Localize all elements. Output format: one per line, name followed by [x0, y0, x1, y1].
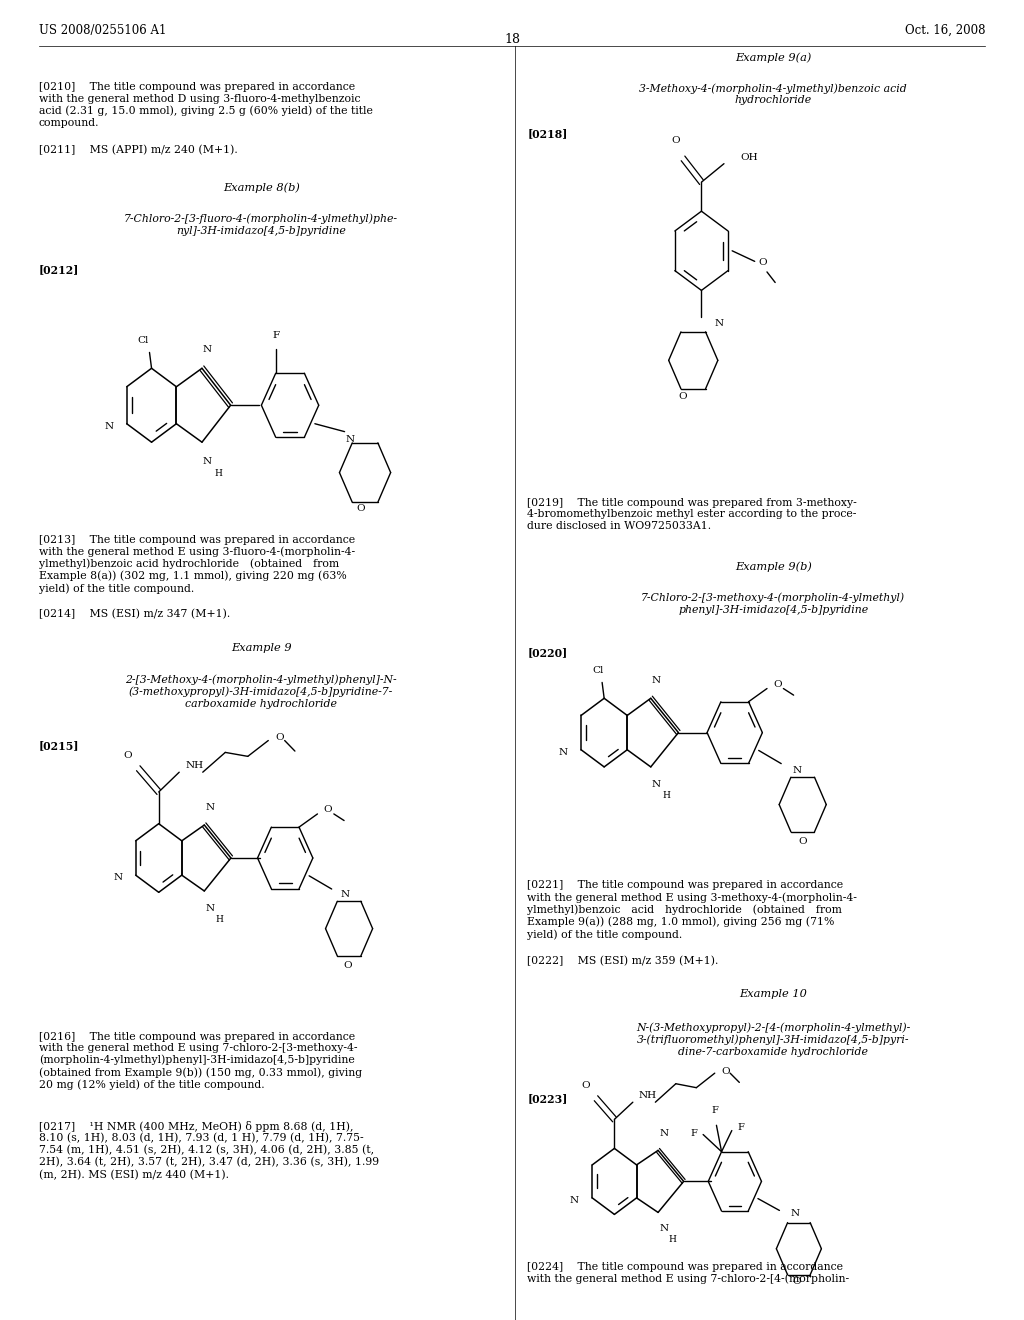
Text: Cl: Cl: [137, 335, 150, 345]
Text: O: O: [793, 1278, 801, 1286]
Text: [0221]  The title compound was prepared in accordance
with the general method E : [0221] The title compound was prepared i…: [527, 880, 857, 940]
Text: F: F: [711, 1106, 718, 1114]
Text: [0224]  The title compound was prepared in accordance
with the general method E : [0224] The title compound was prepared i…: [527, 1262, 850, 1284]
Text: Example 10: Example 10: [739, 990, 807, 999]
Text: H: H: [669, 1236, 676, 1243]
Text: F: F: [272, 331, 280, 341]
Text: [0211]  MS (APPI) m/z 240 (M+1).: [0211] MS (APPI) m/z 240 (M+1).: [39, 145, 238, 156]
Text: [0220]: [0220]: [527, 647, 567, 657]
Text: N: N: [793, 766, 802, 775]
Text: O: O: [356, 504, 366, 512]
Text: O: O: [799, 837, 807, 846]
Text: [0217]  ¹H NMR (400 MHz, MeOH) δ ppm 8.68 (d, 1H),
8.10 (s, 1H), 8.03 (d, 1H), 7: [0217] ¹H NMR (400 MHz, MeOH) δ ppm 8.68…: [39, 1121, 379, 1180]
Text: N: N: [114, 874, 122, 882]
Text: 7-Chloro-2-[3-methoxy-4-(morpholin-4-ylmethyl)
phenyl]-3H-imidazo[4,5-b]pyridine: 7-Chloro-2-[3-methoxy-4-(morpholin-4-ylm…: [641, 593, 905, 615]
Text: [0219]  The title compound was prepared from 3-methoxy-
4-bromomethylbenzoic met: [0219] The title compound was prepared f…: [527, 498, 857, 531]
Text: [0216]  The title compound was prepared in accordance
with the general method E : [0216] The title compound was prepared i…: [39, 1032, 362, 1090]
Text: O: O: [672, 136, 680, 145]
Text: F: F: [737, 1123, 743, 1133]
Text: H: H: [214, 469, 222, 478]
Text: N: N: [652, 780, 660, 789]
Text: Oct. 16, 2008: Oct. 16, 2008: [904, 24, 985, 37]
Text: NH: NH: [639, 1092, 657, 1100]
Text: O: O: [124, 751, 132, 760]
Text: 2-[3-Methoxy-4-(morpholin-4-ylmethyl)phenyl]-N-
(3-methoxypropyl)-3H-imidazo[4,5: 2-[3-Methoxy-4-(morpholin-4-ylmethyl)phe…: [125, 675, 397, 709]
Text: N: N: [104, 422, 114, 430]
Text: H: H: [216, 915, 223, 924]
Text: N: N: [569, 1196, 579, 1205]
Text: OH: OH: [740, 153, 758, 161]
Text: US 2008/0255106 A1: US 2008/0255106 A1: [39, 24, 166, 37]
Text: O: O: [759, 259, 767, 267]
Text: O: O: [721, 1068, 729, 1076]
Text: O: O: [324, 805, 332, 814]
Text: 18: 18: [504, 33, 520, 46]
Text: [0222]  MS (ESI) m/z 359 (M+1).: [0222] MS (ESI) m/z 359 (M+1).: [527, 956, 719, 966]
Text: O: O: [582, 1081, 590, 1090]
Text: [0213]  The title compound was prepared in accordance
with the general method E : [0213] The title compound was prepared i…: [39, 535, 355, 594]
Text: [0218]: [0218]: [527, 128, 567, 139]
Text: O: O: [773, 680, 781, 689]
Text: 3-Methoxy-4-(morpholin-4-ylmethyl)benzoic acid
hydrochloride: 3-Methoxy-4-(morpholin-4-ylmethyl)benzoi…: [639, 83, 907, 106]
Text: Cl: Cl: [592, 665, 604, 675]
Text: O: O: [344, 961, 352, 970]
Text: N: N: [203, 345, 212, 354]
Text: NH: NH: [185, 762, 204, 770]
Text: N: N: [559, 748, 567, 756]
Text: N: N: [206, 904, 214, 913]
Text: N: N: [659, 1130, 669, 1138]
Text: N: N: [715, 319, 724, 327]
Text: N: N: [341, 890, 350, 899]
Text: [0223]: [0223]: [527, 1093, 567, 1104]
Text: N-(3-Methoxypropyl)-2-[4-(morpholin-4-ylmethyl)-
3-(trifluoromethyl)phenyl]-3H-i: N-(3-Methoxypropyl)-2-[4-(morpholin-4-yl…: [636, 1022, 910, 1057]
Text: N: N: [203, 457, 212, 466]
Text: N: N: [345, 436, 354, 444]
Text: Example 9: Example 9: [230, 643, 292, 653]
Text: [0210]  The title compound was prepared in accordance
with the general method D : [0210] The title compound was prepared i…: [39, 82, 373, 128]
Text: Example 9(b): Example 9(b): [734, 561, 812, 572]
Text: O: O: [275, 734, 284, 742]
Text: N: N: [652, 676, 660, 685]
Text: [0212]: [0212]: [39, 264, 79, 275]
Text: [0215]: [0215]: [39, 741, 80, 751]
Text: Example 8(b): Example 8(b): [222, 182, 300, 193]
Text: Example 9(a): Example 9(a): [735, 53, 811, 63]
Text: N: N: [659, 1225, 669, 1233]
Text: 7-Chloro-2-[3-fluoro-4-(morpholin-4-ylmethyl)phe-
nyl]-3H-imidazo[4,5-b]pyridine: 7-Chloro-2-[3-fluoro-4-(morpholin-4-ylme…: [124, 214, 398, 236]
Text: [0214]  MS (ESI) m/z 347 (M+1).: [0214] MS (ESI) m/z 347 (M+1).: [39, 610, 230, 619]
Text: N: N: [206, 803, 214, 812]
Text: N: N: [791, 1209, 800, 1217]
Text: O: O: [679, 392, 687, 400]
Text: H: H: [663, 791, 670, 800]
Text: F: F: [690, 1129, 697, 1138]
